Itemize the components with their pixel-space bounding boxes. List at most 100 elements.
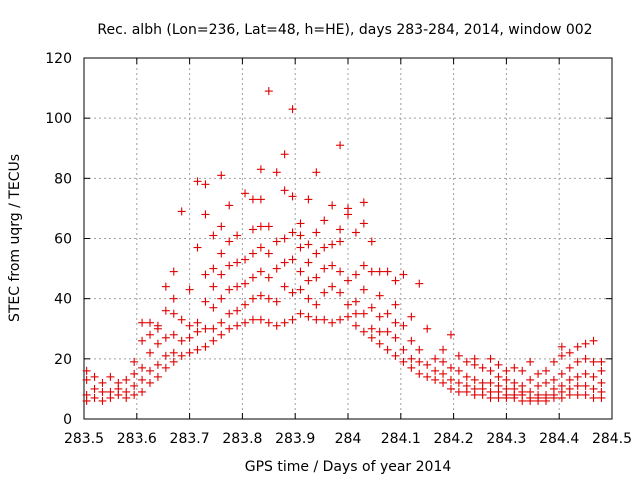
data-point [233,282,242,291]
data-point [375,312,384,321]
data-point [114,378,123,387]
data-point [169,330,178,339]
data-point [280,234,289,243]
data-point [185,321,194,330]
data-point [359,198,368,207]
y-tick-label: 120 [45,51,72,67]
data-point [375,339,384,348]
data-point [320,288,329,297]
data-point [280,258,289,267]
data-point [597,366,606,375]
data-point [557,369,566,378]
data-point [454,366,463,375]
data-point [399,357,408,366]
data-point [233,321,242,330]
data-point [391,276,400,285]
data-point [581,390,590,399]
data-point [233,231,242,240]
data-point [256,267,265,276]
data-point [201,270,210,279]
data-point [312,228,321,237]
data-point [454,351,463,360]
data-point [256,195,265,204]
data-point [526,375,535,384]
data-point [288,255,297,264]
data-point [439,357,448,366]
data-point [502,366,511,375]
data-point [185,333,194,342]
x-tick-label: 283.7 [170,431,210,447]
data-point [359,285,368,294]
data-point [415,279,424,288]
data-point [407,312,416,321]
data-point [82,390,91,399]
data-point [138,363,147,372]
data-point [446,330,455,339]
data-point [336,315,345,324]
data-point [573,372,582,381]
data-point [161,351,170,360]
data-point [391,318,400,327]
data-point [446,363,455,372]
data-point [98,396,107,405]
x-tick-label: 283.6 [117,431,157,447]
data-point [439,369,448,378]
data-point [589,357,598,366]
data-point [248,315,257,324]
data-point [153,372,162,381]
data-point [439,378,448,387]
data-point [351,228,360,237]
data-point [399,270,408,279]
data-point [130,369,139,378]
data-point [573,381,582,390]
data-point [391,300,400,309]
plot-frame [83,57,613,420]
data-point [256,315,265,324]
data-point [248,273,257,282]
data-point [336,267,345,276]
data-point [106,372,115,381]
data-point [383,309,392,318]
data-point [138,387,147,396]
data-point [589,336,598,345]
data-point [161,282,170,291]
data-point [581,381,590,390]
y-tick-label: 40 [54,292,72,308]
data-point [233,258,242,267]
data-point [526,357,535,366]
data-point [272,264,281,273]
data-point [510,378,519,387]
data-point [272,321,281,330]
y-tick-labels: 0 20 40 60 80 100 120 [45,51,72,428]
data-point [288,288,297,297]
data-point [153,339,162,348]
grid-lines [84,58,612,419]
data-point [383,267,392,276]
data-point [320,264,329,273]
data-point [217,330,226,339]
data-point [351,297,360,306]
data-point [407,336,416,345]
data-point [391,333,400,342]
data-point [304,312,313,321]
data-point [328,201,337,210]
data-point [462,381,471,390]
data-point [304,276,313,285]
data-point [423,360,432,369]
data-point [367,333,376,342]
data-point [597,357,606,366]
data-point [502,375,511,384]
data-point [597,387,606,396]
data-point [209,231,218,240]
data-point [304,294,313,303]
data-point [486,387,495,396]
data-point [264,273,273,282]
data-point [312,300,321,309]
data-point [288,228,297,237]
data-point [161,306,170,315]
data-point [486,354,495,363]
data-points [82,87,606,405]
data-point [328,282,337,291]
